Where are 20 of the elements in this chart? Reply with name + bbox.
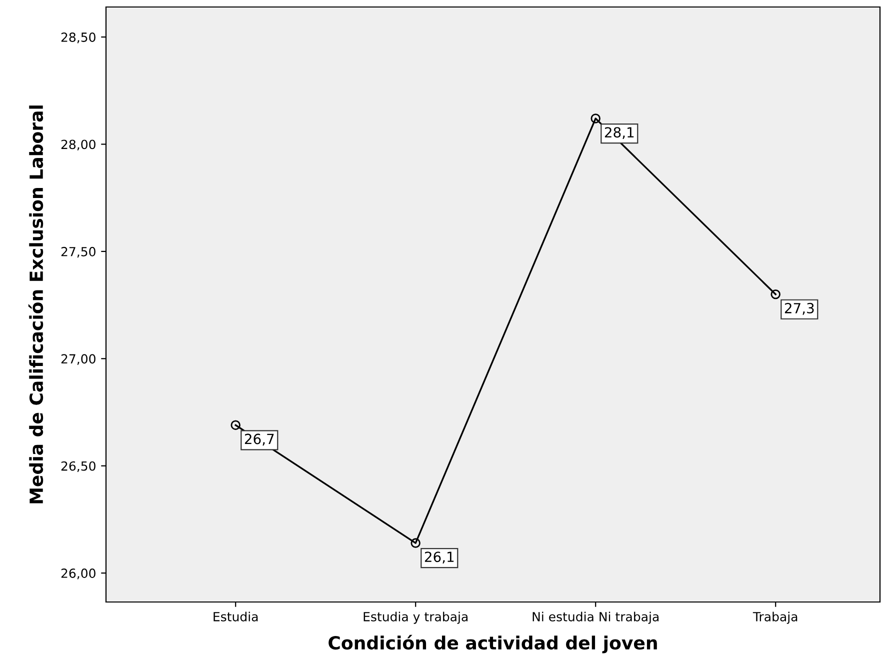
data-label: 27,3 [784,302,814,315]
y-tick-label: 27,50 [61,246,96,258]
data-label: 26,7 [244,434,274,446]
point [410,538,420,548]
y-tick-label: 28,50 [61,32,96,44]
x-tick-label: Estudia [214,612,258,622]
data-label: 28,1 [604,127,634,139]
point [770,289,780,300]
y-axis-title: Media de Calificación Exclusion Laboral [28,106,44,504]
y-tick-label: 28,00 [61,140,96,150]
point [590,114,600,124]
y-tick-label: 26,00 [61,568,96,580]
x-tick-label: Ni estudia Ni trabaja [532,612,659,624]
data-label: 26,1 [424,552,454,564]
x-tick-label: Estudia y trabaja [364,612,468,624]
x-axis-title: Condición de actividad del joven [328,634,657,654]
x-tick-label: Trabaja [752,612,798,624]
point [230,420,240,430]
y-tick-label: 26,50 [61,461,96,472]
y-tick-label: 27,00 [61,354,96,365]
